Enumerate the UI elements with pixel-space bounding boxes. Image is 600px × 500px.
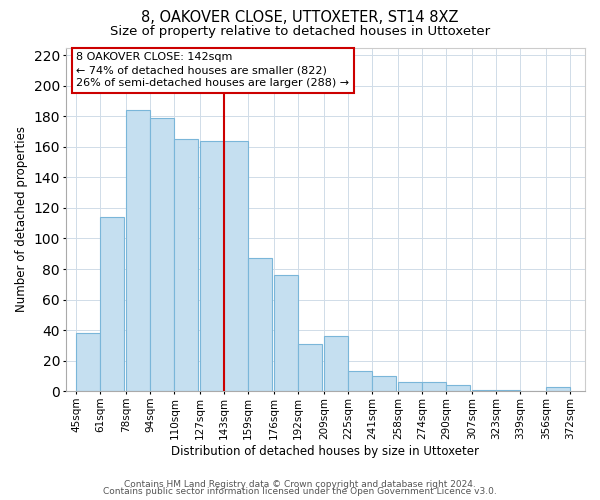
Bar (422, 382, 446, 392)
Bar (175, 139, 199, 392)
Bar (546, 386, 570, 392)
Bar (224, 140, 248, 392)
Bar (200, 140, 224, 392)
Bar (496, 390, 520, 392)
Text: Size of property relative to detached houses in Uttoxeter: Size of property relative to detached ho… (110, 25, 490, 38)
Bar (298, 344, 322, 392)
Bar (150, 118, 175, 392)
Bar (398, 382, 422, 392)
Bar (248, 258, 272, 392)
Text: Contains public sector information licensed under the Open Government Licence v3: Contains public sector information licen… (103, 487, 497, 496)
Bar (100, 217, 124, 392)
Bar (372, 376, 396, 392)
Bar (324, 336, 348, 392)
Bar (446, 385, 470, 392)
Bar (126, 110, 150, 392)
X-axis label: Distribution of detached houses by size in Uttoxeter: Distribution of detached houses by size … (172, 444, 479, 458)
Y-axis label: Number of detached properties: Number of detached properties (15, 126, 28, 312)
Text: 8, OAKOVER CLOSE, UTTOXETER, ST14 8XZ: 8, OAKOVER CLOSE, UTTOXETER, ST14 8XZ (141, 10, 459, 25)
Bar (472, 390, 496, 392)
Bar (76, 333, 100, 392)
Bar (274, 275, 298, 392)
Bar (348, 372, 372, 392)
Text: Contains HM Land Registry data © Crown copyright and database right 2024.: Contains HM Land Registry data © Crown c… (124, 480, 476, 489)
Text: 8 OAKOVER CLOSE: 142sqm
← 74% of detached houses are smaller (822)
26% of semi-d: 8 OAKOVER CLOSE: 142sqm ← 74% of detache… (76, 52, 349, 88)
